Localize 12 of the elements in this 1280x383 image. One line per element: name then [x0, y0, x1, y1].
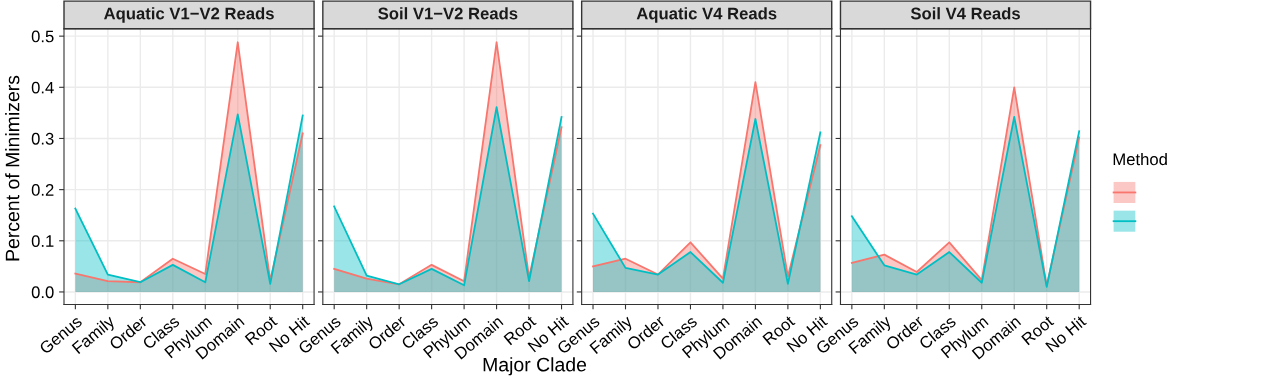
y-axis-title: Percent of Minimizers — [5, 75, 20, 261]
chart-title: Aquatic V1−V2 Reads — [104, 7, 274, 23]
y-tick-label: 0.5 — [31, 30, 54, 43]
y-tick-label: 0.4 — [31, 81, 54, 94]
chart-title: Soil V1−V2 Reads — [378, 7, 518, 20]
y-tick-label: 0.1 — [31, 235, 54, 247]
legend-title: Method — [1113, 152, 1167, 166]
y-tick-label: 0.2 — [31, 184, 54, 196]
chart-title: Soil V4 Reads — [910, 7, 1020, 20]
chart-title: Aquatic V4 Reads — [636, 7, 777, 23]
y-tick-label: 0.0 — [31, 286, 54, 299]
y-tick-label: 0.3 — [31, 132, 54, 145]
